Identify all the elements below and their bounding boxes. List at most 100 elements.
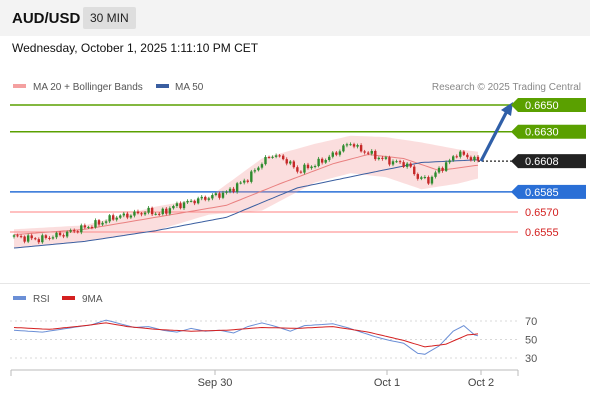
candle	[239, 181, 242, 185]
candle-body	[51, 237, 55, 239]
candle-body	[143, 212, 147, 215]
candle-body	[87, 226, 90, 228]
candle	[101, 221, 104, 226]
candle	[44, 234, 48, 240]
candle	[133, 209, 136, 218]
moving-averages	[13, 153, 479, 249]
candle-body	[260, 164, 264, 168]
candle-body	[76, 231, 79, 233]
candle	[381, 155, 384, 161]
candle	[335, 151, 338, 157]
candle	[257, 166, 260, 172]
candle-body	[235, 183, 239, 192]
candle	[108, 214, 111, 224]
forecast-arrow-head	[501, 102, 513, 116]
candle-body	[83, 225, 87, 228]
level-labels: 0.6650 0.6630 0.6585 0.6570 0.6555 0.6608	[511, 98, 586, 239]
candle	[250, 169, 253, 184]
candle-body	[434, 172, 437, 177]
candle-body	[58, 232, 62, 236]
candle-body	[44, 235, 48, 238]
ma20-line	[13, 153, 479, 236]
candle	[235, 181, 239, 194]
candle-body	[214, 193, 218, 196]
candle-body	[207, 198, 211, 200]
candle-body	[193, 200, 196, 204]
candle	[292, 159, 296, 169]
candle-body	[363, 151, 366, 153]
candle	[69, 228, 72, 234]
rsi9ma-legend-swatch	[62, 296, 75, 300]
candle-body	[133, 211, 136, 216]
candle-body	[427, 177, 430, 184]
time-tick-label: Oct 1	[374, 377, 400, 389]
candle-body	[37, 239, 40, 243]
rsi-tick-label: 30	[525, 353, 537, 365]
candle-body	[289, 161, 292, 164]
candle	[129, 214, 133, 219]
candle	[126, 211, 129, 220]
candle-body	[296, 167, 299, 172]
candle	[147, 206, 150, 215]
rsi-line	[13, 319, 479, 355]
candle	[30, 233, 33, 241]
candle-body	[281, 155, 285, 160]
candle	[473, 155, 476, 162]
rsi-tick-label: 70	[525, 316, 537, 328]
candle-body	[48, 237, 51, 239]
candle-body	[313, 166, 317, 168]
candle	[243, 178, 246, 185]
candle-body	[409, 163, 412, 167]
candle-body	[253, 170, 257, 172]
candle-body	[306, 164, 310, 169]
timeframe-button[interactable]: 30 MIN	[83, 7, 136, 29]
candle-body	[416, 174, 419, 179]
candle-body	[359, 145, 363, 152]
candle-body	[34, 238, 37, 240]
candle	[324, 158, 327, 164]
candle	[455, 154, 458, 159]
candle-body	[189, 200, 193, 202]
candle	[76, 230, 79, 234]
candle-body	[41, 235, 44, 243]
candle-body	[26, 235, 30, 242]
current-price-tag: 0.6608	[511, 154, 586, 169]
candle	[23, 235, 26, 244]
candle	[462, 150, 466, 156]
current-price-notch	[511, 154, 518, 169]
candle-body	[437, 167, 441, 173]
candle	[122, 211, 126, 218]
candle-body	[413, 166, 416, 175]
candle	[274, 153, 278, 159]
candle-body	[239, 182, 242, 184]
candle	[420, 175, 423, 181]
candle	[338, 149, 342, 157]
candle-body	[147, 207, 150, 213]
candle	[204, 195, 207, 202]
level-label: 0.6570	[525, 207, 559, 219]
candle	[366, 151, 370, 156]
candle	[303, 163, 306, 175]
candle-body	[97, 220, 101, 225]
candle	[83, 223, 87, 230]
candle	[58, 231, 62, 237]
candle	[26, 233, 30, 244]
level-label: 0.6650	[525, 100, 559, 112]
candle-body	[211, 195, 214, 199]
candle-body	[292, 161, 296, 168]
candle-body	[228, 188, 232, 192]
candle-body	[140, 213, 143, 215]
candle-body	[356, 145, 359, 147]
candle	[444, 160, 448, 173]
bollinger-band-fill	[14, 135, 478, 248]
candle-body	[324, 159, 327, 163]
candle	[299, 170, 303, 174]
candle	[104, 219, 108, 225]
candle-body	[65, 231, 69, 237]
candle	[94, 218, 97, 229]
candle-body	[402, 162, 405, 167]
candle	[12, 234, 16, 239]
candle-body	[328, 156, 331, 160]
